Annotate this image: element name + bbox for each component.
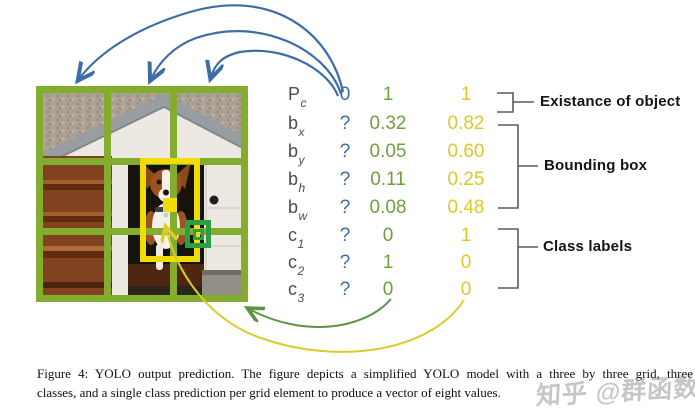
blue-arrow-cell1-icon — [79, 4, 345, 93]
cell-value: 0 — [339, 84, 351, 105]
annotated-image — [36, 86, 248, 302]
cell-value: 1 — [382, 84, 394, 105]
bounding-box-label: Bounding box — [544, 157, 648, 174]
row-label-bh: bh — [288, 169, 306, 195]
cell-value: 0 — [460, 279, 472, 300]
row-label-bw: bw — [288, 197, 308, 223]
bounding-box-center-marker — [163, 198, 177, 212]
cell-value: 0.60 — [447, 141, 485, 162]
cell-value: 0 — [382, 225, 394, 246]
figure-caption: Figure 4: YOLO output prediction. The fi… — [37, 364, 693, 402]
cell-value: 0 — [382, 279, 394, 300]
vector-row-bh: bh ? 0.11 0.25 — [0, 169, 520, 195]
cell-value: ? — [339, 197, 351, 218]
existence-label: Existance of object — [540, 93, 681, 110]
cell-value: ? — [339, 141, 351, 162]
cell-value: 0 — [460, 252, 472, 273]
cell-value: 0.05 — [369, 141, 407, 162]
cell-value: 0.08 — [369, 197, 407, 218]
door-handle — [209, 195, 219, 205]
bounding-box-bracket — [498, 124, 538, 209]
cell-value: 1 — [460, 84, 472, 105]
vector-row-bx: bx ? 0.32 0.82 — [0, 113, 520, 139]
cell-value: 0.82 — [447, 113, 485, 134]
cell-value: ? — [339, 169, 351, 190]
cell-value: 0.25 — [447, 169, 485, 190]
cell-value: ? — [339, 113, 351, 134]
cell-value: 1 — [460, 225, 472, 246]
green-arrow-icon — [249, 298, 392, 328]
row-label-bx: bx — [288, 113, 306, 139]
vector-row-by: by ? 0.05 0.60 — [0, 141, 520, 167]
cell-value: 0.32 — [369, 113, 407, 134]
grid-vline-2 — [170, 86, 177, 302]
caption-line-2: classes, and a single class prediction p… — [37, 385, 501, 400]
row-label-by: by — [288, 141, 306, 167]
cell-value: 0.48 — [447, 197, 485, 218]
grid-cell-center-marker — [193, 229, 204, 240]
zhihu-watermark: 知乎 @群函数 — [535, 373, 695, 411]
grid-vline-1 — [104, 86, 111, 302]
caption-line-1: Figure 4: YOLO output prediction. The fi… — [37, 366, 693, 381]
vector-row-bw: bw ? 0.08 0.48 — [0, 197, 520, 223]
cell-value: 0.11 — [370, 169, 406, 190]
class-labels-label: Class labels — [543, 238, 633, 255]
cell-value: 1 — [382, 252, 394, 273]
